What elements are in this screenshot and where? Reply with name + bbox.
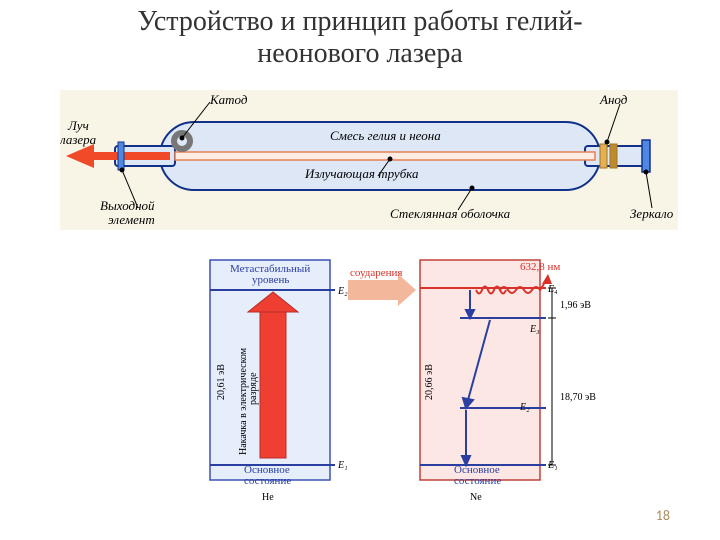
envelope-label: Стеклянная оболочка — [390, 206, 511, 221]
mirror-label: Зеркало — [630, 206, 674, 221]
ne-dimension-lines — [548, 288, 556, 465]
cathode-label: Катод — [209, 92, 248, 107]
output-element — [118, 142, 124, 170]
ne-gap-196: 1,96 эВ — [560, 300, 591, 311]
ne-energy-side: 20,66 эВ — [424, 364, 435, 400]
ne-E2: E₂ — [519, 402, 530, 413]
ne-ground-label: Основное состояние — [454, 464, 503, 487]
inner-emitting-tube — [175, 152, 595, 160]
ne-wavelength: 632,8 нм — [520, 261, 560, 273]
slide-title: Устройство и принцип работы гелий- неоно… — [0, 6, 720, 70]
he-energy-label: 20,61 эВ — [216, 364, 227, 400]
collisions-label: соударения — [350, 267, 402, 279]
title-line-2: неонового лазера — [257, 38, 463, 69]
he-title: He — [262, 492, 274, 503]
ne-gap-187: 18,70 эВ — [560, 392, 596, 403]
ne-E4: E₄ — [547, 284, 558, 295]
ne-E1: E₁ — [547, 460, 558, 471]
ne-title: Ne — [470, 492, 482, 503]
page-number: 18 — [656, 507, 670, 524]
he-ground-label: Основное состояние — [244, 464, 293, 487]
he-E2: E₂ — [337, 286, 348, 297]
mirror — [642, 140, 650, 172]
ne-E3: E₃ — [529, 324, 540, 335]
title-line-1: Устройство и принцип работы гелий- — [137, 6, 582, 37]
anode-label: Анод — [599, 92, 628, 107]
gas-label: Смесь гелия и неона — [330, 128, 441, 143]
laser-tube-diagram: Катод Анод Смесь гелия и неона Излучающа… — [60, 90, 680, 235]
he-E1: E₁ — [337, 460, 348, 471]
inner-tube-label: Излучающая трубка — [304, 166, 419, 181]
output-label: Выходной элемент — [100, 198, 158, 227]
energy-level-diagram: Метастабильный уровень Основное состояни… — [170, 250, 600, 530]
